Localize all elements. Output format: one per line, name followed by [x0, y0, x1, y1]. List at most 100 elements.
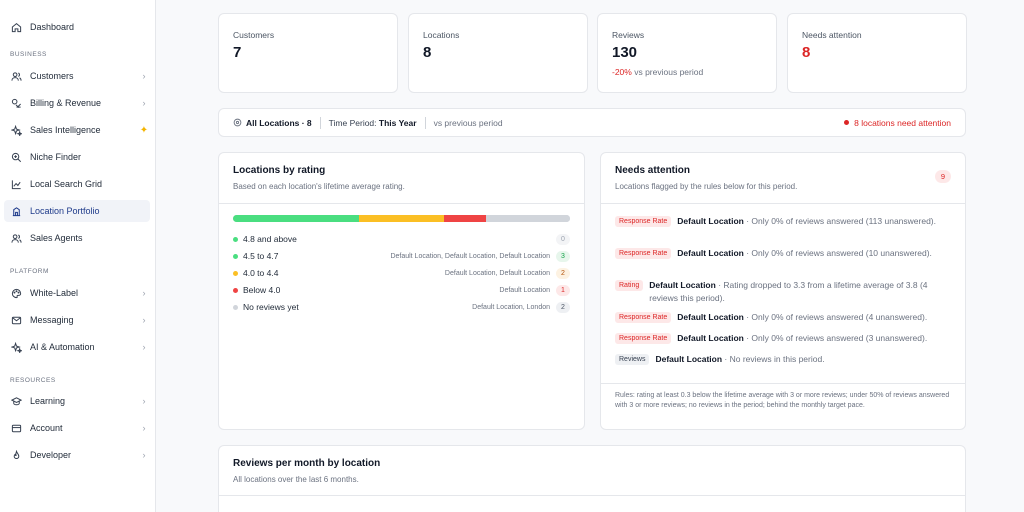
stat-card-needs-attention: Needs attention 8 [787, 13, 967, 93]
star-badge-icon: ✦ [139, 124, 149, 136]
divider [424, 116, 426, 129]
nav-location-portfolio-label: Location Portfolio [30, 206, 100, 216]
nav-location-portfolio[interactable]: Location Portfolio [4, 200, 150, 222]
nav-local-search-grid-label: Local Search Grid [30, 179, 103, 189]
rating-label: 4.8 and above [243, 234, 297, 244]
nav-niche-finder-label: Niche Finder [30, 152, 82, 162]
grey-dot-icon [233, 304, 238, 310]
users-icon [10, 70, 22, 82]
nav-niche-finder[interactable]: Niche Finder [4, 146, 150, 168]
divider [601, 203, 965, 204]
stat-value: 7 [233, 44, 242, 61]
period-label: Time Period: [328, 117, 377, 128]
nav-learning[interactable]: Learning › [4, 390, 150, 412]
nav-customers-label: Customers [30, 71, 74, 81]
nav-ai-automation[interactable]: AI & Automation › [4, 336, 150, 358]
compare-toggle[interactable]: vs previous period [433, 117, 503, 128]
section-business-title: BUSINESS [10, 51, 47, 58]
rating-distribution-bar [233, 215, 570, 222]
rating-row[interactable]: No reviews yet Default Location, London … [233, 300, 570, 314]
rating-count: 0 [556, 233, 570, 245]
attention-alert[interactable]: 8 locations need attention [844, 118, 951, 128]
attention-item[interactable]: Reviews Default Location · No reviews in… [615, 353, 953, 366]
attention-count-badge: 9 [935, 170, 951, 183]
nav-billing[interactable]: Billing & Revenue › [4, 92, 150, 114]
rating-segment-none [485, 215, 570, 222]
divider [319, 116, 321, 129]
building-icon [10, 205, 22, 217]
attention-item[interactable]: Response Rate Default Location · Only 0%… [615, 332, 953, 345]
attention-item[interactable]: Response Rate Default Location · Only 0%… [615, 311, 953, 324]
attention-item[interactable]: Response Rate Default Location · Only 0%… [615, 215, 953, 228]
rating-label: 4.5 to 4.7 [243, 251, 279, 261]
rating-row[interactable]: 4.5 to 4.7 Default Location, Default Loc… [233, 249, 570, 263]
stat-value: 8 [423, 44, 432, 61]
stat-label: Needs attention [802, 30, 862, 40]
attention-detail: · Rating dropped to 3.3 from a lifetime … [649, 280, 928, 303]
nav-dashboard[interactable]: Dashboard [4, 16, 150, 38]
nav-developer[interactable]: Developer › [4, 444, 150, 466]
attention-detail: · Only 0% of reviews answered (3 unanswe… [746, 333, 928, 343]
nav-local-search-grid[interactable]: Local Search Grid [4, 173, 150, 195]
attention-item[interactable]: Response Rate Default Location · Only 0%… [615, 247, 953, 260]
nav-white-label-label: White-Label [30, 288, 79, 298]
palette-icon [10, 287, 22, 299]
rating-row[interactable]: 4.0 to 4.4 Default Location, Default Loc… [233, 266, 570, 280]
rating-segment-high [233, 215, 360, 222]
attention-location: Default Location [655, 354, 723, 364]
panel-title: Needs attention [615, 165, 691, 176]
filter-bar: All Locations · 8 Time Period: This Year… [218, 108, 966, 137]
rating-count: 3 [556, 250, 570, 262]
chevron-right-icon: › [142, 396, 146, 406]
graduation-cap-icon [10, 395, 22, 407]
attention-tag: Response Rate [615, 216, 672, 227]
location-filter[interactable]: All Locations · 8 [233, 118, 312, 128]
nav-sales-intelligence-label: Sales Intelligence [30, 125, 101, 135]
nav-developer-label: Developer [30, 450, 72, 460]
alert-dot-icon [844, 120, 850, 125]
panel-subtitle: All locations over the last 6 months. [233, 475, 359, 484]
attention-location: Default Location [677, 248, 744, 258]
rating-row[interactable]: 4.8 and above 0 [233, 232, 570, 246]
attention-location: Default Location [677, 312, 744, 322]
rating-segment-low [443, 215, 486, 222]
attention-item[interactable]: Rating Default Location · Rating dropped… [615, 279, 953, 304]
panel-title: Reviews per month by location [233, 458, 381, 469]
attention-location: Default Location [677, 333, 744, 343]
chevron-right-icon: › [142, 315, 146, 325]
location-pin-icon [233, 118, 242, 127]
rating-locations: Default Location, Default Location [444, 269, 550, 277]
stat-change-suffix: vs previous period [634, 67, 704, 77]
location-filter-label: All Locations · 8 [246, 117, 312, 128]
red-dot-icon [233, 287, 238, 293]
nav-ai-automation-label: AI & Automation [30, 342, 95, 352]
stat-label: Locations [423, 30, 460, 40]
attention-tag: Reviews [615, 354, 650, 365]
nav-customers[interactable]: Customers › [4, 65, 150, 87]
flame-icon [10, 449, 22, 461]
stat-value: 130 [612, 44, 638, 61]
stat-card-customers: Customers 7 [218, 13, 398, 93]
nav-white-label[interactable]: White-Label › [4, 282, 150, 304]
nav-sales-agents[interactable]: Sales Agents [4, 227, 150, 249]
section-platform-title: PLATFORM [10, 268, 49, 275]
nav-sales-intelligence[interactable]: Sales Intelligence ✦ [4, 119, 150, 141]
attention-detail: · No reviews in this period. [724, 354, 825, 364]
green-dot-icon [233, 253, 238, 259]
sidebar: Dashboard BUSINESS Customers › Billing &… [0, 0, 156, 512]
stat-change: -20% vs previous period [612, 67, 703, 77]
stat-label: Reviews [612, 30, 645, 40]
divider [219, 495, 965, 496]
rating-locations: Default Location, London [472, 303, 550, 311]
period-filter[interactable]: Time Period: This Year [329, 118, 417, 128]
attention-rules-note: Rules: rating at least 0.3 below the lif… [615, 392, 950, 409]
rating-label: Below 4.0 [243, 285, 281, 295]
nav-messaging[interactable]: Messaging › [4, 309, 150, 331]
rating-row[interactable]: Below 4.0 Default Location 1 [233, 283, 570, 297]
nav-account[interactable]: Account › [4, 417, 150, 439]
attention-alert-label: 8 locations need attention [854, 117, 951, 128]
stat-change-value: -20% [612, 67, 632, 77]
period-value: This Year [378, 117, 417, 128]
stat-value: 8 [802, 44, 811, 61]
panel-subtitle: Locations flagged by the rules below for… [615, 182, 798, 191]
